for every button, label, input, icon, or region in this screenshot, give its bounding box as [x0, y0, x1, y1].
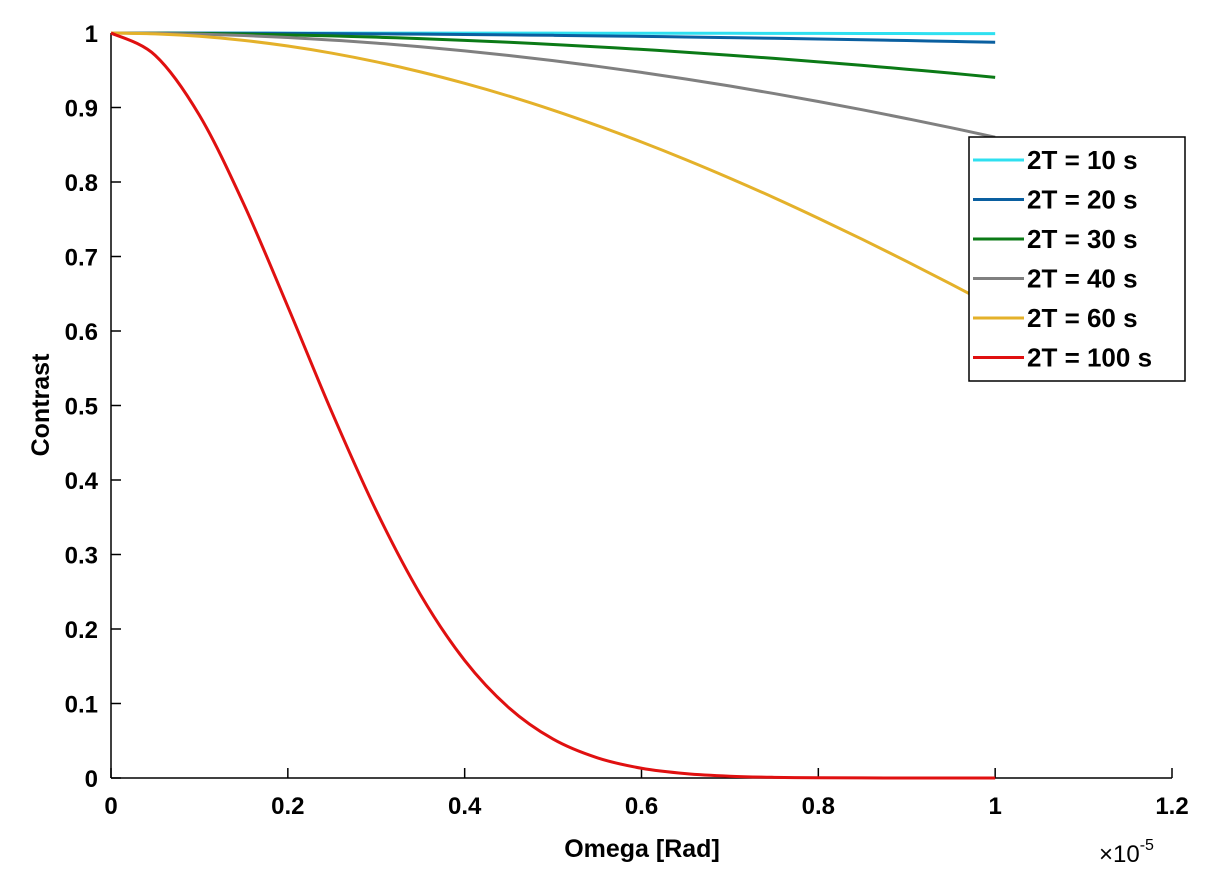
- x-tick-label: 1: [988, 793, 1001, 820]
- legend-label: 2T = 10 s: [1027, 145, 1138, 175]
- y-tick-label: 0.8: [65, 170, 98, 197]
- y-tick-label: 0.3: [65, 543, 98, 570]
- legend-label: 2T = 40 s: [1027, 264, 1138, 294]
- y-tick-label: 0.9: [65, 96, 98, 123]
- legend-label: 2T = 30 s: [1027, 224, 1138, 254]
- series-line-3: [110, 31, 996, 79]
- x-tick-label: 0: [104, 793, 117, 820]
- series-line-6: [110, 31, 996, 780]
- series-line-5: [110, 31, 996, 309]
- x-axis-scale-multiplier: ×10-5: [1099, 837, 1154, 868]
- y-tick-label: 0.5: [65, 394, 98, 421]
- axes: 0 0.2 0.4 0.6 0.8 1 1.2 0 0.1 0.2 0.3 0.4 0.5 0.6 0.7 0…: [65, 21, 1189, 820]
- legend: 2T = 10 s 2T = 20 s 2T = 30 s 2T = 40 s 2T =…: [968, 136, 1186, 382]
- legend-label: 2T = 20 s: [1027, 185, 1138, 215]
- x-tick-label: 0.4: [448, 793, 482, 820]
- x-tick-label: 0.8: [802, 793, 835, 820]
- x-axis-title: Omega [Rad]: [564, 835, 720, 863]
- legend-box: [968, 136, 1186, 382]
- y-tick-label: 1: [85, 21, 98, 48]
- x-tick-label: 0.2: [271, 793, 304, 820]
- series-lines: [110, 31, 996, 780]
- legend-label: 2T = 100 s: [1027, 343, 1152, 373]
- x-scale-base: ×10: [1099, 841, 1140, 868]
- x-tick-label: 0.6: [625, 793, 658, 820]
- x-tick-label: 1.2: [1155, 793, 1188, 820]
- y-tick-label: 0.2: [65, 617, 98, 644]
- y-tick-label: 0.6: [65, 319, 98, 346]
- legend-label: 2T = 60 s: [1027, 303, 1138, 333]
- y-tick-label: 0.7: [65, 245, 98, 272]
- y-tick-label: 0: [85, 766, 98, 793]
- y-axis-title: Contrast: [27, 353, 55, 456]
- y-tick-label: 0.1: [65, 692, 98, 719]
- x-scale-exponent: -5: [1140, 837, 1154, 854]
- y-tick-label: 0.4: [65, 468, 99, 495]
- series-line-4: [110, 31, 996, 139]
